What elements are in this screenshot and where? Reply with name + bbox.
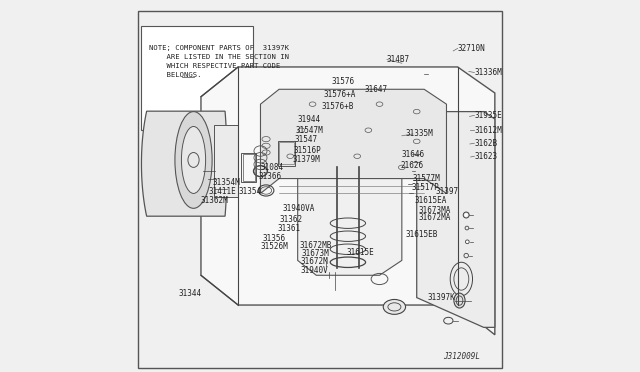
Ellipse shape <box>181 126 205 193</box>
Text: 31672MB: 31672MB <box>300 241 332 250</box>
Text: 32710N: 32710N <box>458 44 485 53</box>
Text: 31577M: 31577M <box>413 174 441 183</box>
Text: 31940VA: 31940VA <box>282 204 314 213</box>
Text: 31615E: 31615E <box>346 248 374 257</box>
Text: 31673MA: 31673MA <box>419 206 451 215</box>
Text: 31935E: 31935E <box>474 111 502 120</box>
Text: 31576+B: 31576+B <box>322 102 354 110</box>
Text: 31673M: 31673M <box>301 249 329 258</box>
Text: 21626: 21626 <box>400 161 423 170</box>
Text: 31517P: 31517P <box>411 183 439 192</box>
Text: 31547: 31547 <box>294 135 318 144</box>
Bar <box>279 142 294 164</box>
Text: 31516P: 31516P <box>294 146 322 155</box>
Polygon shape <box>201 67 495 335</box>
Text: 31397K: 31397K <box>428 293 456 302</box>
Text: 31526M: 31526M <box>260 242 288 251</box>
Text: 31576: 31576 <box>331 77 355 86</box>
Polygon shape <box>417 112 495 327</box>
Text: 31612M: 31612M <box>474 126 502 135</box>
Text: 31940V: 31940V <box>301 266 328 275</box>
Text: 31397: 31397 <box>435 187 458 196</box>
Polygon shape <box>298 141 402 275</box>
Text: 31672M: 31672M <box>300 257 328 266</box>
Text: NOTE; COMPONENT PARTS OF  31397K
    ARE LISTED IN THE SECTION IN
    WHICH RESP: NOTE; COMPONENT PARTS OF 31397K ARE LIST… <box>149 45 289 78</box>
Text: J312009L: J312009L <box>443 352 480 361</box>
Text: 31354: 31354 <box>238 187 261 196</box>
Text: 31615EA: 31615EA <box>415 196 447 205</box>
Ellipse shape <box>383 299 406 314</box>
Text: 31354M: 31354M <box>212 178 240 187</box>
Text: 31547M: 31547M <box>296 126 324 135</box>
Ellipse shape <box>175 112 212 208</box>
Text: 31361: 31361 <box>277 224 300 233</box>
Text: 31344: 31344 <box>179 289 202 298</box>
Ellipse shape <box>465 214 468 217</box>
Polygon shape <box>141 111 227 216</box>
Text: 314B7: 314B7 <box>387 55 410 64</box>
Text: 31647: 31647 <box>365 85 388 94</box>
Bar <box>214 125 238 197</box>
Text: 31084: 31084 <box>260 163 284 172</box>
Text: 3162B: 3162B <box>474 139 497 148</box>
Text: 31366: 31366 <box>259 172 282 181</box>
Ellipse shape <box>465 240 469 244</box>
Text: 31336M: 31336M <box>474 68 502 77</box>
Ellipse shape <box>463 212 469 218</box>
Text: 31646: 31646 <box>402 150 425 159</box>
Text: 31362M: 31362M <box>200 196 228 205</box>
Text: 31356: 31356 <box>262 234 285 243</box>
Text: 31944: 31944 <box>298 115 321 124</box>
Bar <box>278 141 294 166</box>
Ellipse shape <box>454 293 465 308</box>
Text: 31615EB: 31615EB <box>406 230 438 239</box>
Text: 31623: 31623 <box>474 152 497 161</box>
Polygon shape <box>141 26 253 130</box>
Polygon shape <box>260 89 447 193</box>
Bar <box>243 154 255 181</box>
Text: 31411E: 31411E <box>209 187 236 196</box>
Bar <box>241 153 256 182</box>
Text: 31576+A: 31576+A <box>324 90 356 99</box>
Text: 31335M: 31335M <box>406 129 433 138</box>
Text: 31379M: 31379M <box>292 155 320 164</box>
Text: 31362: 31362 <box>279 215 302 224</box>
Text: 31672MA: 31672MA <box>419 213 451 222</box>
